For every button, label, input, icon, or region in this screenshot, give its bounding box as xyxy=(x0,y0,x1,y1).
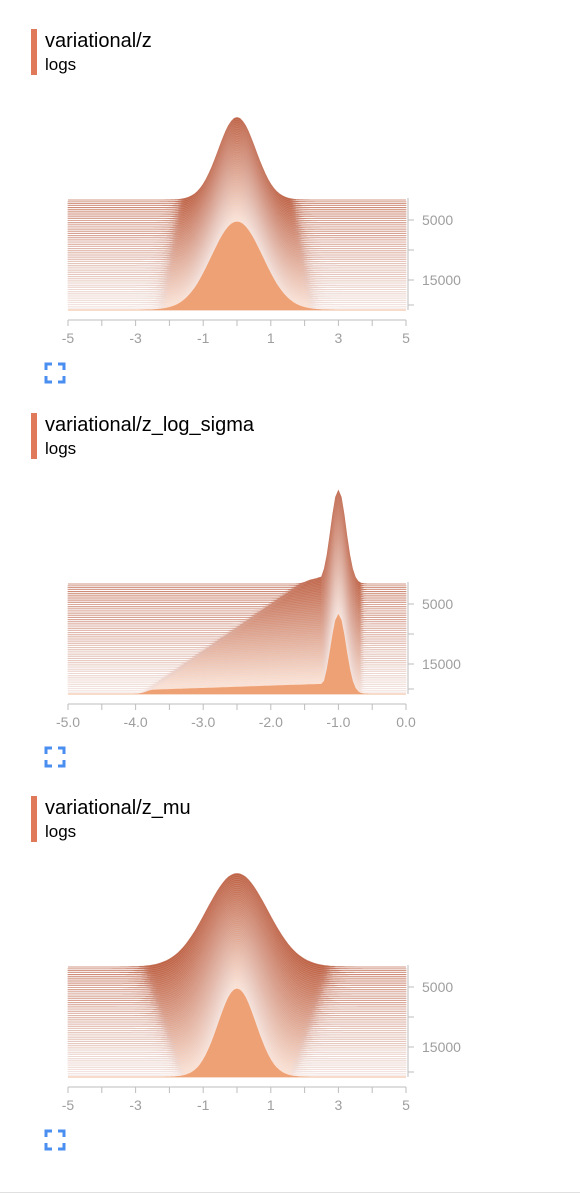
card-title: variational/z_log_sigma xyxy=(45,414,255,436)
card-subtitle: logs xyxy=(45,55,77,74)
expand-icon[interactable] xyxy=(44,746,66,768)
ridge-series xyxy=(68,221,406,311)
card-subtitle: logs xyxy=(45,439,77,458)
card-accent-bar xyxy=(31,796,37,842)
card-subtitle: logs xyxy=(45,822,77,841)
x-tick-label: 5 xyxy=(402,330,410,346)
card-title: variational/z xyxy=(45,30,152,52)
x-tick-label: -5.0 xyxy=(56,714,80,730)
ridge-series xyxy=(67,495,407,590)
histogram-card-z: variational/z logs -5 -3 -1 1 3 5 5000 15000 xyxy=(0,28,580,411)
x-tick-label: 3 xyxy=(335,330,343,346)
histogram-chart: -5.0 -4.0 -3.0 -2.0 -1.0 0.0 5000 15000 xyxy=(56,489,461,730)
x-tick-label: -1 xyxy=(197,1097,210,1113)
y-tick-label: 5000 xyxy=(422,212,453,228)
x-tick-label: 5 xyxy=(402,1097,410,1113)
x-tick-label: -3 xyxy=(129,330,142,346)
card-accent-bar xyxy=(31,413,37,459)
ridge-series xyxy=(68,988,406,1078)
x-tick-label: -3 xyxy=(129,1097,142,1113)
x-tick-label: -1 xyxy=(197,330,210,346)
y-tick-label: 5000 xyxy=(422,979,453,995)
card-title: variational/z_mu xyxy=(45,797,191,819)
x-tick-label: -5 xyxy=(62,330,75,346)
ridge-series xyxy=(67,493,407,589)
expand-icon[interactable] xyxy=(44,362,66,384)
y-tick-label: 15000 xyxy=(422,1039,461,1055)
x-tick-label: -1.0 xyxy=(326,714,350,730)
y-tick-label: 15000 xyxy=(422,272,461,288)
x-tick-label: 1 xyxy=(267,1097,275,1113)
y-tick-label: 15000 xyxy=(422,656,461,672)
x-tick-label: -4.0 xyxy=(124,714,148,730)
ridge-series xyxy=(68,489,406,585)
x-tick-label: -2.0 xyxy=(259,714,283,730)
y-tick-label: 5000 xyxy=(422,596,453,612)
expand-icon[interactable] xyxy=(44,1129,66,1151)
card-accent-bar xyxy=(31,29,37,75)
histogram-chart: -5 -3 -1 1 3 5 5000 15000 xyxy=(62,873,461,1113)
ridge-series xyxy=(67,491,407,587)
x-tick-label: 3 xyxy=(335,1097,343,1113)
x-tick-label: -5 xyxy=(62,1097,75,1113)
x-tick-label: -3.0 xyxy=(191,714,215,730)
x-tick-label: 0.0 xyxy=(396,714,416,730)
x-tick-label: 1 xyxy=(267,330,275,346)
ridge-series xyxy=(68,613,406,695)
histogram-card-z-mu: variational/z_mu logs -5 -3 -1 1 3 5 5000 15000 xyxy=(0,795,580,1178)
histogram-chart: -5 -3 -1 1 3 5 5000 15000 xyxy=(62,117,461,346)
footer-divider xyxy=(0,1192,580,1193)
histogram-card-z-log-sigma: variational/z_log_sigma logs -5.0 -4.0 -3.… xyxy=(0,412,580,795)
